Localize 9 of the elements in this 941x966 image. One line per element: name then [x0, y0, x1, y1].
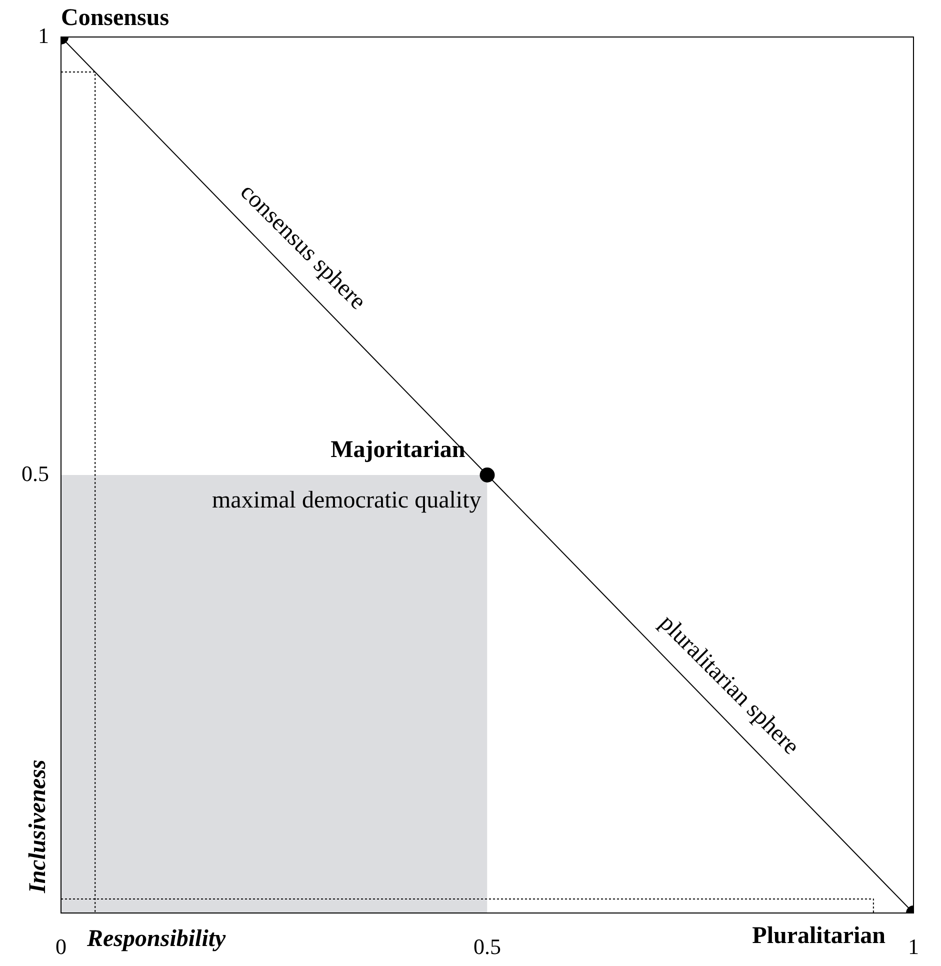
x-tick-label: 1 — [908, 934, 919, 959]
annotation: maximal democratic quality — [212, 487, 482, 514]
y-axis-title: Inclusiveness — [25, 760, 52, 894]
x-tick-label: 0.5 — [474, 934, 501, 959]
x-axis-title: Responsibility — [86, 926, 226, 952]
annotation: Majoritarian — [330, 437, 466, 464]
annotation: Consensus — [61, 5, 170, 32]
x-tick-label: 0 — [56, 934, 66, 959]
annotation: Pluralitarian — [752, 923, 886, 950]
